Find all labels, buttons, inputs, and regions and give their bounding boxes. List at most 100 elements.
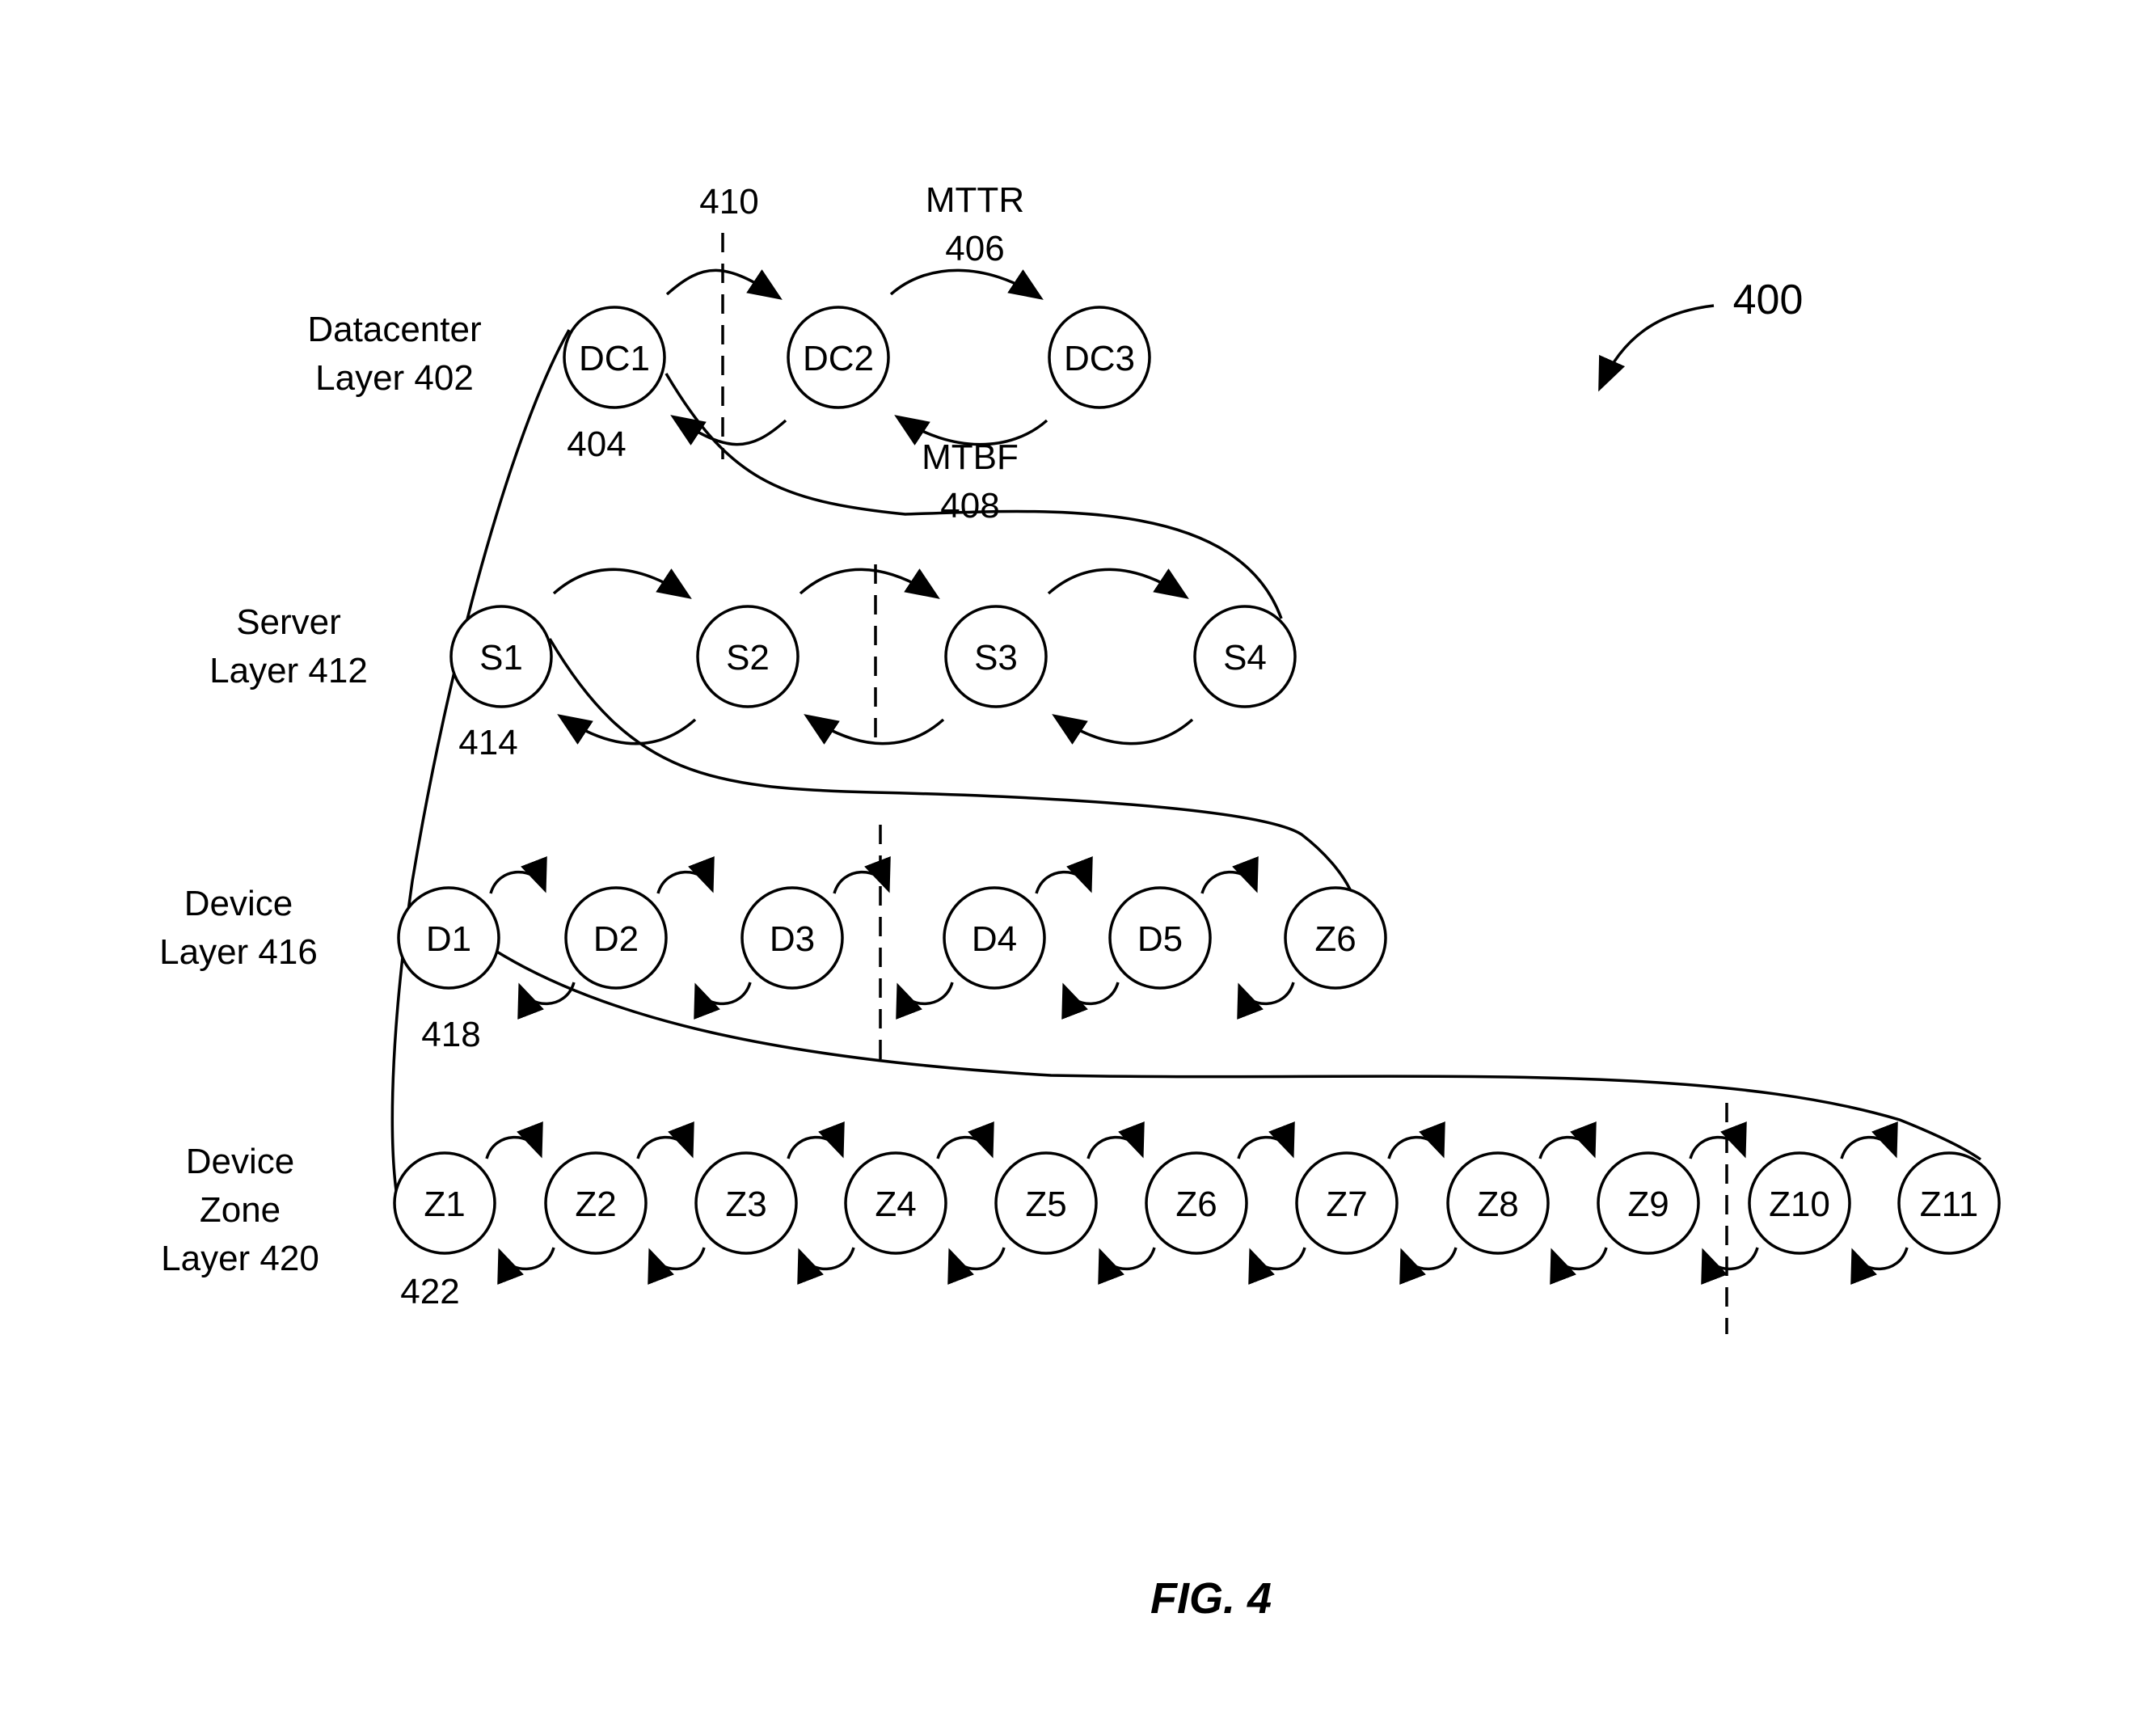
zone-node-label: Z3: [725, 1185, 766, 1224]
zone-mttr-arrow: [1842, 1138, 1895, 1159]
device-node: Z6: [1285, 888, 1386, 988]
device-layer-label-line1: Device: [184, 884, 293, 923]
zone-node: Z7: [1297, 1153, 1397, 1253]
zone-mtbf-arrow: [1854, 1248, 1907, 1269]
datacenter-node-label: DC3: [1064, 339, 1135, 378]
zone-node-label: Z5: [1025, 1185, 1066, 1224]
device-mtbf-arrow: [1065, 982, 1118, 1003]
zone-mttr-arrow: [1238, 1138, 1292, 1159]
zone-mttr-arrow: [1389, 1138, 1442, 1159]
datacenter-mtbf-arrow: [675, 418, 786, 445]
device-node: D3: [742, 888, 842, 988]
zone-node-label: Z11: [1920, 1185, 1979, 1224]
zone-mtbf-arrow: [1251, 1248, 1305, 1269]
datacenter-node: DC2: [788, 307, 888, 408]
figure-caption: FIG. 4: [1150, 1574, 1272, 1623]
zone-node: Z8: [1448, 1153, 1548, 1253]
server-node: S1: [451, 606, 551, 707]
layer-nodes: DC1 DC2 DC3 S1 S2 S3 S4 D1 D2 D3 D4 D5 Z6 Z1 Z2 Z3 Z4 Z5 Z…: [394, 270, 1999, 1269]
zone-node: Z2: [546, 1153, 646, 1253]
device-node: D2: [566, 888, 666, 988]
zone-layer-label-line1: Device: [186, 1142, 295, 1181]
zone-node: Z3: [696, 1153, 796, 1253]
server-node: S2: [698, 606, 798, 707]
zone-node-label: Z6: [1175, 1185, 1217, 1224]
device-node-label: Z6: [1314, 919, 1356, 959]
zone-mtbf-arrow: [1553, 1248, 1606, 1269]
server-node: S4: [1195, 606, 1295, 707]
zone-node: Z4: [846, 1153, 946, 1253]
zone-mtbf-arrow: [951, 1248, 1004, 1269]
zone-node-label: Z1: [424, 1185, 465, 1224]
datacenter-first-node-ref: 404: [567, 424, 626, 464]
zone-node-label: Z4: [875, 1185, 916, 1224]
zone-mttr-arrow: [938, 1138, 991, 1159]
server-node-label: S4: [1223, 638, 1267, 678]
zone-node: Z10: [1749, 1153, 1850, 1253]
mtbf-ref: 408: [940, 486, 999, 526]
zone-node-label: Z2: [575, 1185, 616, 1224]
d1-to-z11-link: [496, 951, 1981, 1159]
zone-mtbf-arrow: [1704, 1248, 1757, 1269]
server-node-label: S2: [726, 638, 770, 678]
device-node: D5: [1110, 888, 1210, 988]
device-mtbf-arrow: [899, 982, 952, 1003]
datacenter-layer-label-line2: Layer 402: [315, 358, 474, 398]
server-first-node-ref: 414: [458, 723, 517, 762]
server-node-label: S1: [479, 638, 523, 678]
device-node-label: D5: [1137, 919, 1183, 959]
mttr-ref: 406: [945, 229, 1004, 268]
zone-node: Z1: [394, 1153, 495, 1253]
device-mtbf-arrow: [697, 982, 750, 1003]
device-node-label: D2: [593, 919, 639, 959]
server-node: S3: [946, 606, 1046, 707]
device-node-label: D1: [426, 919, 471, 959]
zone-mtbf-arrow: [800, 1248, 854, 1269]
zone-mtbf-arrow: [651, 1248, 704, 1269]
device-node-label: D4: [972, 919, 1017, 959]
zone-node-label: Z7: [1326, 1185, 1367, 1224]
mttr-label: MTTR: [926, 180, 1024, 220]
server-mtbf-arrow: [1057, 717, 1192, 744]
zone-node: Z5: [996, 1153, 1096, 1253]
device-mttr-arrow: [1202, 872, 1255, 893]
dc1-to-z1-link: [392, 330, 569, 1218]
zone-mttr-arrow: [487, 1138, 540, 1159]
partition-ref-label: 410: [699, 182, 758, 222]
datacenter-node-label: DC2: [803, 339, 874, 378]
zone-mttr-arrow: [1540, 1138, 1593, 1159]
zone-node-label: Z10: [1769, 1185, 1830, 1224]
zone-mtbf-arrow: [1403, 1248, 1456, 1269]
zone-mttr-arrow: [638, 1138, 691, 1159]
server-mttr-arrow: [800, 569, 935, 596]
device-mttr-arrow: [658, 872, 711, 893]
datacenter-node: DC1: [564, 307, 665, 408]
zone-node-label: Z9: [1627, 1185, 1669, 1224]
datacenter-node-label: DC1: [579, 339, 650, 378]
zone-mtbf-arrow: [1101, 1248, 1154, 1269]
server-mttr-arrow: [554, 569, 687, 596]
device-node: D1: [399, 888, 499, 988]
server-mtbf-arrow: [562, 717, 695, 744]
zone-mttr-arrow: [788, 1138, 842, 1159]
device-mtbf-arrow: [1240, 982, 1293, 1003]
server-layer-label-line1: Server: [236, 602, 341, 642]
zone-mtbf-arrow: [500, 1248, 554, 1269]
server-mttr-arrow: [1048, 569, 1184, 596]
device-mttr-arrow: [491, 872, 544, 893]
zone-layer-label-line3: Layer 420: [161, 1239, 319, 1278]
zone-first-node-ref: 422: [400, 1272, 459, 1311]
zone-layer-label-line2: Zone: [200, 1190, 281, 1230]
zone-node-label: Z8: [1477, 1185, 1518, 1224]
device-first-node-ref: 418: [421, 1015, 480, 1054]
zone-node: Z6: [1146, 1153, 1247, 1253]
server-layer-label-line2: Layer 412: [209, 651, 368, 690]
zone-node: Z9: [1598, 1153, 1698, 1253]
device-layer-label-line2: Layer 416: [159, 932, 318, 972]
figure-ref-arrow: [1601, 306, 1714, 386]
zone-mttr-arrow: [1690, 1138, 1744, 1159]
datacenter-node: DC3: [1049, 307, 1150, 408]
datacenter-mttr-arrow: [891, 270, 1039, 297]
zone-mttr-arrow: [1088, 1138, 1141, 1159]
